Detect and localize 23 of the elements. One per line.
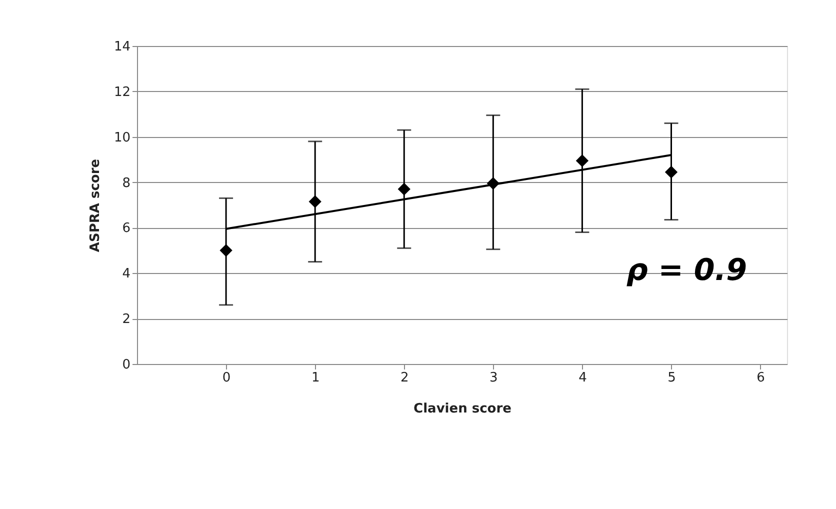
x-tick-label: 3 [490,370,498,386]
x-tick-label: 5 [668,370,676,386]
x-tick-label: 4 [578,370,587,386]
x-tick-label: 0 [222,370,231,386]
point [220,244,232,257]
y-tick-label: 8 [122,176,130,191]
y-axis-title: ASPRA score [88,158,103,252]
y-tick-label: 0 [122,358,130,372]
x-tick-label: 1 [311,370,320,386]
y-tick-label: 10 [114,130,130,146]
x-tick-label: 6 [756,370,765,386]
x-tick-label: 2 [400,370,409,386]
point [398,182,410,196]
point [664,166,678,178]
y-tick-label: 14 [114,40,130,54]
y-tick-label: 6 [122,221,130,236]
y-tick-label: 4 [122,266,130,282]
x-axis-title: Clavien score [414,402,512,416]
annotation: ρ = 0.9 [626,253,747,288]
y-tick-label: 12 [114,84,130,100]
point [308,195,322,208]
y-tick-label: 2 [122,312,130,328]
point [576,154,589,168]
